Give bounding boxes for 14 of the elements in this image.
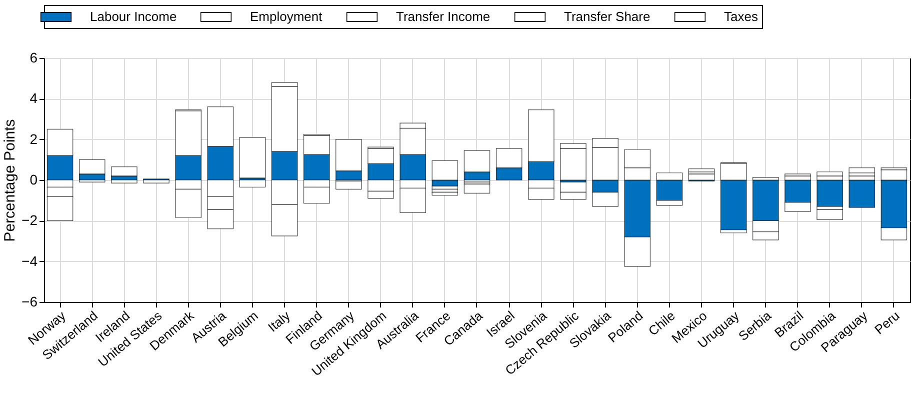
legend-label: Taxes bbox=[724, 9, 758, 24]
y-tick-label: −6 bbox=[22, 294, 38, 310]
legend-label: Labour Income bbox=[90, 9, 177, 24]
y-tick-label: 4 bbox=[30, 90, 38, 106]
y-tick-label: 2 bbox=[30, 130, 38, 147]
y-tick-label: 0 bbox=[30, 172, 38, 188]
x-tick-label: Peru bbox=[872, 308, 902, 338]
y-tick-label: −2 bbox=[22, 212, 38, 228]
y-tick-label: 6 bbox=[30, 50, 38, 66]
legend-label: Transfer Income bbox=[396, 9, 490, 24]
y-axis-title: Percentage Points bbox=[2, 119, 19, 242]
legend-label: Transfer Share bbox=[564, 9, 650, 24]
legend-label: Employment bbox=[250, 9, 323, 24]
y-tick-label: −4 bbox=[22, 252, 38, 269]
